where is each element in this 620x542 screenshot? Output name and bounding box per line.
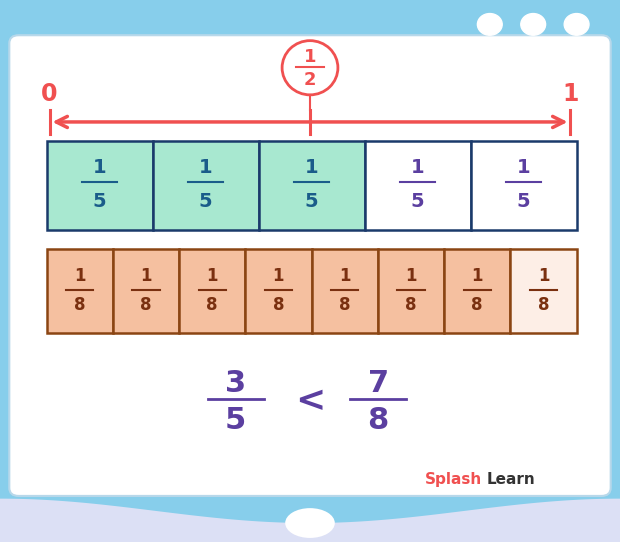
Circle shape — [564, 14, 589, 35]
Text: 8: 8 — [74, 296, 86, 314]
Text: 0: 0 — [42, 82, 58, 106]
Bar — [444, 249, 510, 333]
Text: 5: 5 — [225, 405, 246, 435]
Bar — [471, 141, 577, 230]
Bar — [46, 249, 113, 333]
Text: 1: 1 — [405, 267, 417, 285]
Text: 1: 1 — [140, 267, 152, 285]
Text: 8: 8 — [405, 296, 417, 314]
Bar — [179, 249, 246, 333]
Bar — [259, 141, 365, 230]
Text: 5: 5 — [411, 192, 424, 211]
Text: 8: 8 — [471, 296, 483, 314]
Text: 1: 1 — [411, 158, 424, 177]
Bar — [46, 141, 153, 230]
Text: 8: 8 — [538, 296, 549, 314]
Bar — [311, 249, 378, 333]
Text: 8: 8 — [273, 296, 284, 314]
Bar — [365, 141, 471, 230]
Text: <: < — [295, 384, 325, 418]
Ellipse shape — [285, 508, 335, 538]
Text: 1: 1 — [273, 267, 284, 285]
Text: 1: 1 — [304, 48, 316, 66]
Text: 3: 3 — [225, 369, 246, 398]
Text: 2: 2 — [304, 70, 316, 89]
Text: 1: 1 — [199, 158, 212, 177]
Text: 5: 5 — [199, 192, 212, 211]
Text: 1: 1 — [538, 267, 549, 285]
Text: 5: 5 — [93, 192, 106, 211]
Text: 1: 1 — [562, 82, 578, 106]
Text: 1: 1 — [517, 158, 530, 177]
Bar — [113, 249, 179, 333]
Text: 8: 8 — [368, 405, 389, 435]
Text: 5: 5 — [517, 192, 530, 211]
Text: 1: 1 — [74, 267, 86, 285]
Text: Learn: Learn — [487, 472, 536, 487]
Text: 8: 8 — [140, 296, 152, 314]
Text: 1: 1 — [206, 267, 218, 285]
Bar — [378, 249, 444, 333]
Bar — [153, 141, 259, 230]
Circle shape — [477, 14, 502, 35]
Circle shape — [521, 14, 546, 35]
Bar — [510, 249, 577, 333]
Text: 8: 8 — [339, 296, 350, 314]
Text: 1: 1 — [471, 267, 483, 285]
Text: 8: 8 — [206, 296, 218, 314]
Text: 1: 1 — [339, 267, 350, 285]
Text: 1: 1 — [305, 158, 318, 177]
PathPatch shape — [0, 499, 620, 542]
FancyBboxPatch shape — [9, 35, 611, 496]
Text: Splash: Splash — [425, 472, 482, 487]
Text: 7: 7 — [368, 369, 389, 398]
Text: 5: 5 — [305, 192, 318, 211]
Text: 1: 1 — [93, 158, 106, 177]
Bar — [246, 249, 311, 333]
